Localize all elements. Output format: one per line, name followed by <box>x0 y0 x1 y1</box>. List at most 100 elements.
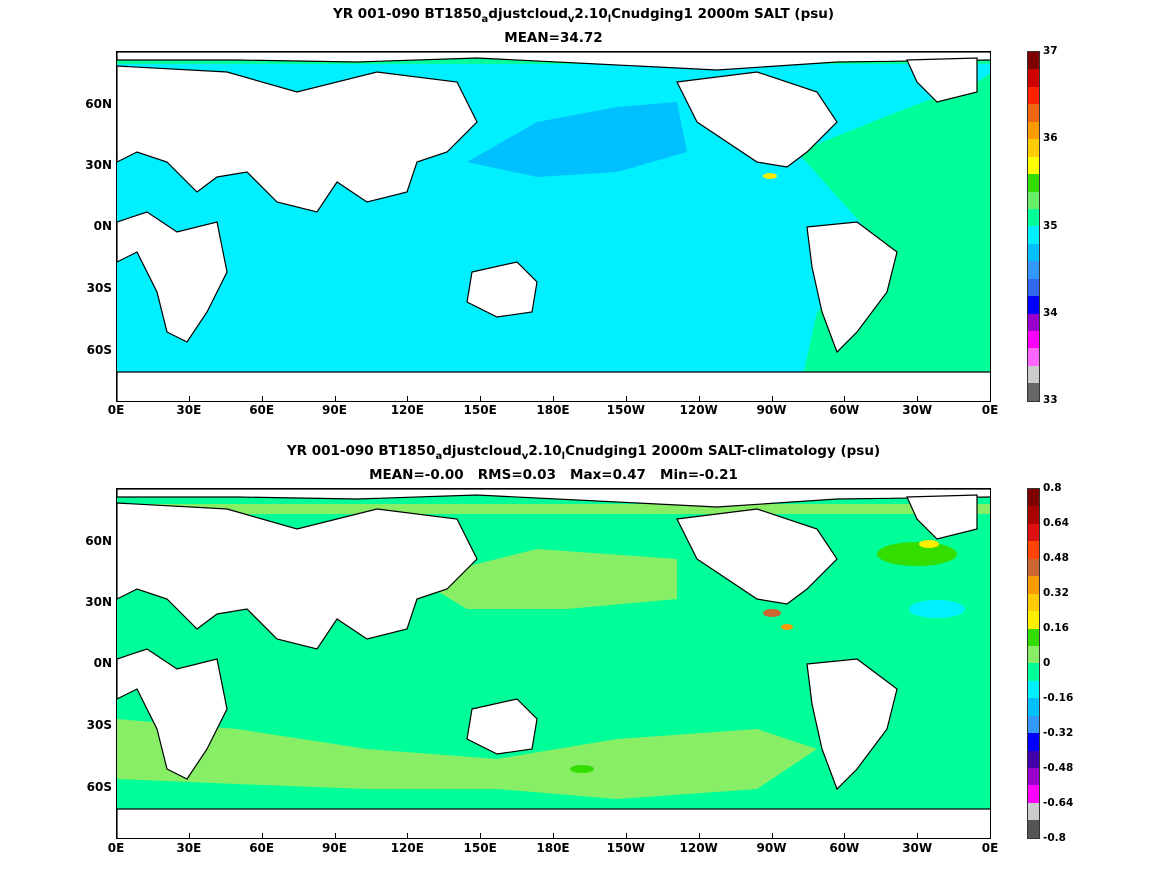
colorbar-segment <box>1028 383 1039 401</box>
y-tick-label: 0N <box>93 656 112 670</box>
colorbar-tick-label: -0.32 <box>1043 727 1074 739</box>
caribbean-patch <box>781 624 793 630</box>
x-tick-label: 30E <box>176 841 202 855</box>
x-tick-label: 0E <box>107 841 125 855</box>
x-tick-mark <box>188 396 190 401</box>
colorbar-segment <box>1028 802 1039 821</box>
colorbar-segment <box>1028 121 1039 140</box>
x-tick-label: 150W <box>606 841 645 855</box>
colorbar-tick-label: 0.16 <box>1043 622 1069 634</box>
x-tick-label: 120W <box>679 841 718 855</box>
nw-atlantic-neg <box>909 600 965 618</box>
panel1-colorbar <box>1027 51 1040 402</box>
panel2-colorbar <box>1027 488 1040 839</box>
colorbar-segment <box>1028 365 1039 384</box>
colorbar-tick-label: 37 <box>1043 45 1058 57</box>
y-tick-label: 30N <box>85 158 112 172</box>
x-tick-label: 30E <box>176 403 202 417</box>
x-tick-label: 0E <box>981 841 999 855</box>
x-tick-label: 120E <box>390 841 424 855</box>
x-tick-label: 150E <box>463 841 497 855</box>
x-tick-mark <box>698 396 700 401</box>
x-tick-mark <box>625 833 627 838</box>
colorbar-tick-label: 0.32 <box>1043 587 1069 599</box>
colorbar-segment <box>1028 174 1039 192</box>
x-tick-label: 0E <box>981 403 999 417</box>
x-tick-mark <box>917 833 919 838</box>
x-tick-label: 150W <box>606 403 645 417</box>
x-tick-mark <box>334 396 336 401</box>
y-tick-label: 30N <box>85 595 112 609</box>
x-tick-label: 180E <box>536 841 570 855</box>
x-tick-mark <box>407 833 409 838</box>
land <box>117 52 990 401</box>
y-tick-label: 60N <box>85 534 112 548</box>
colorbar-segment <box>1028 715 1039 734</box>
colorbar-tick-label: -0.64 <box>1043 797 1074 809</box>
x-tick-mark <box>844 396 846 401</box>
colorbar-segment <box>1028 680 1039 699</box>
x-tick-label: 150E <box>463 403 497 417</box>
x-tick-mark <box>116 833 117 838</box>
colorbar-segment <box>1028 261 1039 279</box>
colorbar-segment <box>1028 86 1039 105</box>
gom-patch <box>763 609 781 617</box>
x-tick-label: 90W <box>756 403 787 417</box>
colorbar-segment <box>1028 768 1039 786</box>
npacific-field <box>467 102 687 177</box>
colorbar-segment <box>1028 506 1039 524</box>
colorbar-tick-label: -0.8 <box>1043 832 1066 844</box>
x-tick-label: 60E <box>249 403 275 417</box>
x-tick-label: 30W <box>902 841 933 855</box>
colorbar-segment <box>1028 785 1039 803</box>
x-tick-label: 90W <box>756 841 787 855</box>
y-tick-label: 60S <box>86 343 112 357</box>
panel1-map <box>116 51 991 402</box>
colorbar-segment <box>1028 313 1039 331</box>
colorbar-segment <box>1028 611 1039 629</box>
colorbar-segment <box>1028 69 1039 87</box>
colorbar-tick-label: -0.48 <box>1043 762 1074 774</box>
colorbar-segment <box>1028 541 1039 559</box>
y-tick-label: 30S <box>86 281 112 295</box>
x-tick-mark <box>625 396 627 401</box>
panel2-map <box>116 488 991 839</box>
x-tick-mark <box>116 396 117 401</box>
colorbar-segment <box>1028 558 1039 577</box>
colorbar-segment <box>1028 156 1039 175</box>
labrador-peak <box>919 540 939 548</box>
x-tick-mark <box>553 396 554 401</box>
colorbar-segment <box>1028 733 1039 751</box>
x-tick-mark <box>553 833 554 838</box>
colorbar-segment <box>1028 191 1039 209</box>
colorbar-segment <box>1028 296 1039 314</box>
x-tick-mark <box>261 396 263 401</box>
colorbar-segment <box>1028 104 1039 122</box>
panel1-map-svg <box>117 52 990 401</box>
y-tick-label: 0N <box>93 219 112 233</box>
colorbar-segment <box>1028 523 1039 542</box>
colorbar-tick-label: 33 <box>1043 394 1058 406</box>
x-tick-label: 60W <box>829 841 860 855</box>
colorbar-segment <box>1028 576 1039 594</box>
colorbar-segment <box>1028 208 1039 227</box>
x-tick-label: 120E <box>390 403 424 417</box>
x-tick-mark <box>480 396 482 401</box>
x-tick-mark <box>844 833 846 838</box>
panel1-stats: MEAN=34.72 <box>504 30 603 46</box>
x-tick-label: 120W <box>679 403 718 417</box>
x-tick-label: 60W <box>829 403 860 417</box>
x-tick-label: 60E <box>249 841 275 855</box>
colorbar-tick-label: 34 <box>1043 307 1058 319</box>
x-tick-mark <box>917 396 919 401</box>
colorbar-segment <box>1028 331 1039 349</box>
colorbar-tick-label: 36 <box>1043 132 1058 144</box>
colorbar-segment <box>1028 139 1039 157</box>
colorbar-tick-label: 0.48 <box>1043 552 1069 564</box>
x-tick-mark <box>990 833 991 838</box>
colorbar-tick-label: 0 <box>1043 657 1051 669</box>
x-tick-label: 30W <box>902 403 933 417</box>
land <box>117 489 990 838</box>
y-tick-label: 60N <box>85 97 112 111</box>
colorbar-segment <box>1028 628 1039 646</box>
